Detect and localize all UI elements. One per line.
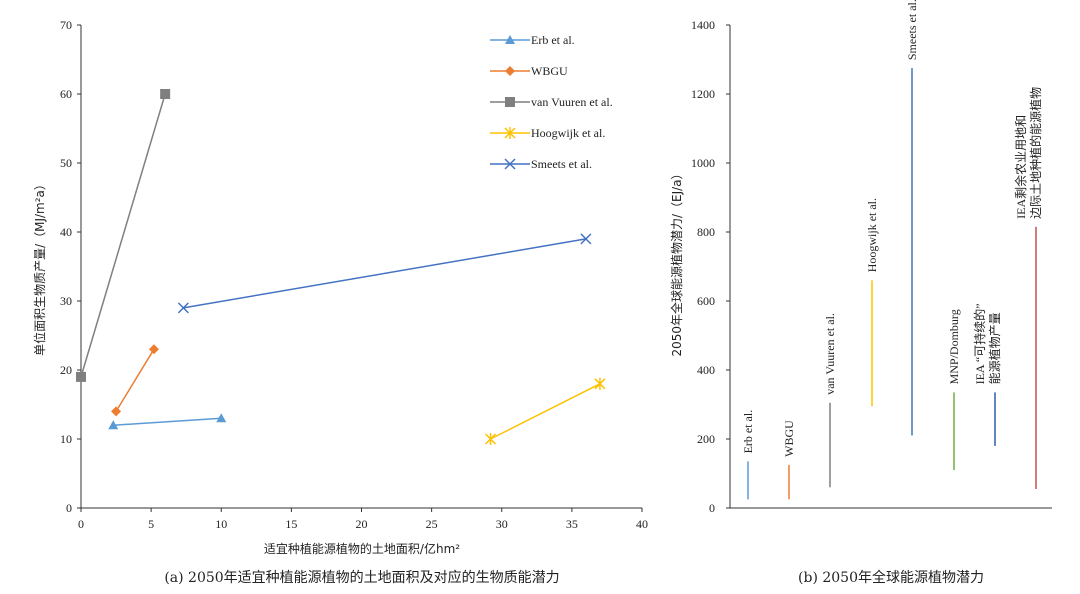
right-y-tick-label: 400 [697, 363, 715, 377]
legend-marker [504, 158, 516, 170]
data-point [108, 420, 119, 430]
left-x-tick-label: 30 [496, 517, 508, 531]
series-line [113, 417, 222, 426]
series-line [490, 383, 601, 440]
legend-label: Smeets et al. [531, 157, 592, 171]
data-point [594, 377, 606, 390]
right-y-tick-label: 800 [697, 225, 715, 239]
right-y-tick-label: 0 [709, 501, 715, 515]
left-y-tick-label: 60 [60, 87, 72, 101]
legend-label: Erb et al. [531, 33, 575, 47]
range-bar-label: Hoogwijk et al. [865, 198, 879, 272]
range-bar-label: IEA “可持续的” [972, 303, 987, 384]
legend-label: Hoogwijk et al. [531, 126, 605, 140]
left-y-axis-title: 单位面积生物质产量/（MJ/m²a） [32, 178, 47, 356]
legend-marker [505, 35, 515, 44]
data-point [484, 433, 497, 445]
data-point [216, 413, 227, 423]
range-bar-label: WBGU [782, 420, 796, 457]
left-chart: 0 5 10 15 20 25 30 35 40 0 10 20 30 40 50 60 70 Erb et a… [32, 18, 648, 586]
legend-label: WBGU [531, 64, 568, 78]
left-y-tick-label: 30 [60, 294, 72, 308]
data-point [111, 406, 122, 417]
left-x-tick-label: 5 [148, 517, 154, 531]
range-bar-label: IEA剩余农业用地和 [1013, 115, 1028, 219]
left-x-axis-title: 适宜种植能源植物的土地面积/亿hm² [264, 541, 460, 556]
left-y-tick-label: 40 [60, 225, 72, 239]
left-chart-caption: (a) 2050年适宜种植能源植物的土地面积及对应的生物质能潜力 [164, 569, 559, 586]
right-y-tick-label: 600 [697, 294, 715, 308]
right-y-tick-label: 200 [697, 432, 715, 446]
range-bar-label: van Vuuren et al. [823, 313, 837, 395]
range-bar-label: Smeets et al. [905, 0, 919, 60]
data-point [148, 344, 159, 355]
legend-label: van Vuuren et al. [531, 95, 613, 109]
left-x-tick-label: 20 [356, 517, 368, 531]
right-chart-caption: (b) 2050年全球能源植物潜力 [798, 569, 984, 586]
right-y-tick-label: 1000 [691, 156, 715, 170]
right-y-tick-label: 1200 [691, 87, 715, 101]
series-line [115, 348, 155, 412]
left-y-tick-label: 50 [60, 156, 72, 170]
left-y-tick-label: 0 [66, 501, 72, 515]
left-x-tick-label: 10 [215, 517, 227, 531]
data-point [177, 302, 189, 314]
series-line [183, 238, 587, 309]
range-bar-label: Erb et al. [741, 410, 755, 454]
range-bar-label: MNP/Domburg [947, 309, 961, 384]
legend-marker [504, 127, 516, 139]
left-x-tick-label: 35 [566, 517, 578, 531]
left-y-tick-label: 20 [60, 363, 72, 377]
right-y-axis-title: 2050年全球能源植物潜力/（EJ/a） [669, 167, 684, 356]
legend-marker [505, 66, 515, 76]
range-bar-label: 边际土地种植的能源植物 [1028, 87, 1043, 219]
left-x-tick-label: 0 [78, 517, 84, 531]
right-chart: 0 200 400 600 800 1000 1200 1400 Erb et al. WBGU… [669, 0, 1052, 586]
left-x-tick-label: 25 [426, 517, 438, 531]
left-y-tick-label: 10 [60, 432, 72, 446]
legend-marker-stroke [504, 158, 516, 170]
range-bar-label: 能源植物产量 [987, 312, 1002, 384]
left-x-tick-label: 15 [285, 517, 297, 531]
data-point [160, 89, 171, 99]
left-y-tick-label: 70 [60, 18, 72, 32]
left-x-tick-label: 40 [636, 517, 648, 531]
data-point [580, 233, 592, 245]
legend-marker [505, 97, 515, 107]
data-point [76, 371, 86, 382]
right-y-tick-label: 1400 [691, 18, 715, 32]
series-line [80, 93, 166, 378]
data-point-stroke [177, 302, 189, 314]
data-point-stroke [580, 233, 592, 245]
